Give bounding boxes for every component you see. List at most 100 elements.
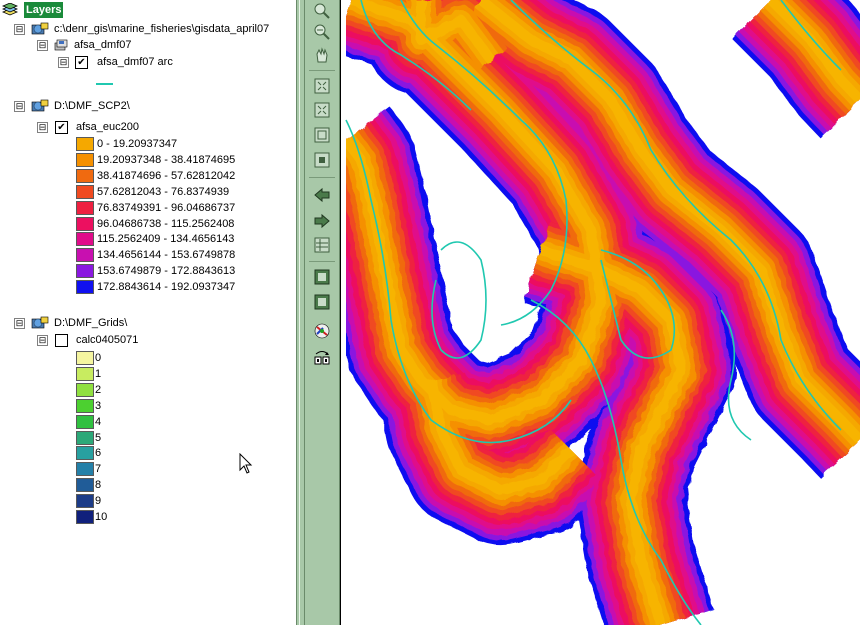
toc-dataset-label[interactable]: afsa_dmf07 bbox=[74, 39, 132, 51]
fixed-zoom-in-icon[interactable] bbox=[313, 77, 331, 95]
toc-layer-label[interactable]: afsa_dmf07 arc bbox=[97, 56, 173, 68]
table-of-contents[interactable]: Layers ⊟ c:\denr_gis\marine_fisheries\gi… bbox=[0, 0, 296, 625]
legend-swatch[interactable] bbox=[76, 510, 94, 524]
legend-swatch[interactable] bbox=[76, 398, 94, 413]
layer-visibility-checkbox[interactable]: ✔ bbox=[75, 56, 88, 69]
data-frame-icon bbox=[31, 99, 49, 113]
collapse-icon[interactable]: ⊟ bbox=[37, 40, 48, 51]
line-symbol bbox=[96, 83, 113, 85]
legend-swatch[interactable] bbox=[76, 200, 94, 215]
legend-class-label: 134.4656144 - 153.6749878 bbox=[97, 249, 236, 262]
contour-line bbox=[720, 309, 752, 441]
contour-line bbox=[780, 0, 842, 71]
raster-map-canvas bbox=[341, 0, 860, 625]
distance-band-core bbox=[767, 0, 860, 104]
back-extent-icon[interactable] bbox=[313, 186, 331, 204]
legend-swatch[interactable] bbox=[76, 351, 94, 365]
legend-swatch[interactable] bbox=[76, 216, 94, 231]
legend-class-label: 76.83749391 - 96.04686737 bbox=[97, 201, 236, 214]
legend-class-label: 0 - 19.20937347 bbox=[97, 138, 178, 150]
layers-icon bbox=[1, 2, 19, 17]
zoom-selected-icon[interactable] bbox=[313, 151, 331, 169]
layer-visibility-checkbox[interactable]: ✔ bbox=[55, 121, 68, 134]
legend-swatch[interactable] bbox=[76, 184, 94, 199]
panel-splitter[interactable] bbox=[296, 0, 305, 625]
contour-line bbox=[600, 249, 676, 359]
legend-swatch[interactable] bbox=[76, 280, 94, 295]
legend-swatch[interactable] bbox=[76, 414, 94, 429]
toolbar-separator bbox=[309, 70, 335, 71]
toc-layer-label[interactable]: calc0405071 bbox=[76, 334, 139, 346]
distance-band-core bbox=[539, 245, 686, 625]
legend-class-label: 8 bbox=[95, 479, 102, 492]
legend-class-label: 7 bbox=[95, 463, 102, 476]
toc-group-label[interactable]: D:\DMF_SCP2\ bbox=[54, 100, 130, 112]
collapse-icon[interactable]: ⊟ bbox=[14, 101, 25, 112]
toc-group-label[interactable]: D:\DMF_Grids\ bbox=[54, 317, 128, 329]
pan-icon[interactable] bbox=[313, 46, 331, 64]
collapse-icon[interactable]: ⊟ bbox=[37, 335, 48, 346]
legend-swatch[interactable] bbox=[76, 462, 94, 477]
legend-swatch[interactable] bbox=[76, 168, 94, 183]
full-extent-icon[interactable] bbox=[313, 126, 331, 144]
clear-selection-icon[interactable] bbox=[313, 293, 331, 311]
measure-icon[interactable] bbox=[313, 348, 331, 366]
fixed-zoom-out-icon[interactable] bbox=[313, 101, 331, 119]
collapse-icon[interactable]: ⊟ bbox=[14, 24, 25, 35]
toc-group-label[interactable]: c:\denr_gis\marine_fisheries\gisdata_apr… bbox=[54, 23, 270, 35]
map-view[interactable] bbox=[341, 0, 860, 625]
distance-band-core bbox=[426, 379, 575, 495]
mouse-cursor-icon bbox=[239, 453, 253, 474]
contour-line bbox=[530, 299, 702, 625]
legend-class-label: 2 bbox=[95, 383, 102, 396]
legend-swatch[interactable] bbox=[76, 382, 94, 397]
legend-swatch[interactable] bbox=[76, 478, 94, 493]
toolbar-separator bbox=[309, 177, 335, 178]
legend-class-label: 172.8843614 - 192.0937347 bbox=[97, 281, 236, 294]
collapse-icon[interactable]: ⊟ bbox=[37, 122, 48, 133]
contour-line bbox=[400, 0, 568, 326]
legend-class-label: 115.2562409 - 134.4656143 bbox=[97, 233, 235, 246]
legend-class-label: 9 bbox=[95, 495, 102, 508]
distance-band-core bbox=[477, 0, 860, 444]
identify-icon[interactable] bbox=[313, 322, 331, 340]
layer-extent-icon[interactable] bbox=[313, 236, 331, 254]
toc-root-label[interactable]: Layers bbox=[24, 2, 64, 18]
legend-swatch[interactable] bbox=[76, 232, 94, 247]
zoom-out-icon[interactable] bbox=[313, 23, 331, 41]
legend-class-label: 57.62812043 - 76.8374939 bbox=[97, 185, 230, 198]
select-features-icon[interactable] bbox=[313, 268, 331, 286]
forward-extent-icon[interactable] bbox=[313, 212, 331, 230]
legend-class-label: 5 bbox=[95, 431, 102, 444]
feature-dataset-icon bbox=[53, 38, 69, 52]
legend-class-label: 19.20937348 - 38.41874695 bbox=[97, 153, 236, 166]
legend-swatch[interactable] bbox=[76, 430, 94, 445]
legend-swatch[interactable] bbox=[76, 137, 94, 151]
toc-layer-label[interactable]: afsa_euc200 bbox=[76, 121, 139, 133]
legend-class-label: 3 bbox=[95, 399, 102, 412]
legend-class-label: 38.41874696 - 57.62812042 bbox=[97, 169, 236, 182]
zoom-in-icon[interactable] bbox=[313, 2, 331, 20]
collapse-icon[interactable]: ⊟ bbox=[58, 57, 69, 68]
legend-class-label: 6 bbox=[95, 447, 102, 460]
legend-swatch[interactable] bbox=[76, 152, 94, 167]
contour-line bbox=[431, 241, 487, 359]
legend-swatch[interactable] bbox=[76, 446, 94, 461]
data-frame-icon bbox=[31, 316, 49, 330]
toc-group-row[interactable]: ⊟ c:\denr_gis\marine_fisheries\gisdata_a… bbox=[0, 21, 296, 37]
collapse-icon[interactable]: ⊟ bbox=[14, 318, 25, 329]
layer-visibility-checkbox[interactable] bbox=[55, 334, 68, 347]
legend-class-label: 4 bbox=[95, 415, 102, 428]
legend-class-label: 10 bbox=[95, 511, 108, 523]
tools-toolbar bbox=[305, 0, 340, 625]
distance-band-core bbox=[416, 0, 495, 63]
legend-swatch[interactable] bbox=[76, 248, 94, 263]
contour-line bbox=[360, 0, 472, 111]
legend-class-label: 1 bbox=[95, 367, 102, 380]
contour-line bbox=[345, 119, 572, 444]
legend-swatch[interactable] bbox=[76, 494, 94, 509]
legend-class-label: 153.6749879 - 172.8843613 bbox=[97, 265, 236, 278]
legend-swatch[interactable] bbox=[76, 366, 94, 381]
data-frame-icon bbox=[31, 22, 49, 36]
legend-swatch[interactable] bbox=[76, 264, 94, 279]
